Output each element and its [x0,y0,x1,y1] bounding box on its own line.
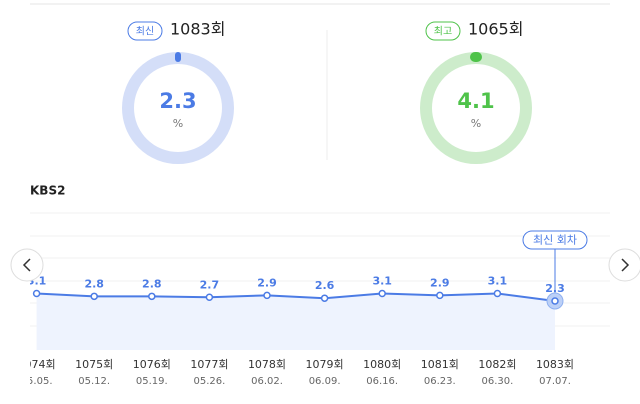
value-label: 2.3 [545,282,565,295]
x-tick-label: 1076회 [133,358,171,371]
value-label: 2.9 [257,276,277,289]
gauge-value: 4.1 [457,89,494,113]
x-date-label: 06.02. [251,376,283,387]
point [378,289,386,298]
x-date-label: 06.09. [309,376,341,387]
next-button[interactable] [608,248,640,282]
gauge-cap [470,52,482,62]
gauge-unit: % [471,117,481,130]
x-tick-label: 1079회 [306,358,344,371]
x-date-label: 05.05. [21,376,53,387]
x-date-label: 05.26. [193,376,225,387]
value-label: 2.6 [315,279,335,292]
x-tick-label: 1082회 [478,358,516,371]
point [90,292,98,301]
x-date-label: 05.12. [78,376,110,387]
x-tick-label: 1075회 [75,358,113,371]
badge: 최신 [136,26,154,38]
x-tick-label: 1083회 [536,358,574,371]
annotation-box [522,230,588,250]
point [205,293,214,301]
point [32,289,41,298]
point [263,291,271,300]
x-tick-label: 1078회 [248,358,286,371]
gauge-unit: % [173,117,183,130]
point [551,297,559,305]
point [148,292,156,301]
x-tick-label: 1080회 [363,358,401,371]
x-date-label: 07.07. [539,376,571,387]
value-label: 2.8 [142,277,162,290]
annotation: 최신 회차 [533,234,577,247]
x-date-label: 06.23. [424,376,456,387]
value-label: 3.1 [372,275,392,288]
gauge-value: 2.3 [159,89,196,113]
x-tick-label: 1077회 [190,358,228,371]
value-label: 2.8 [84,277,104,290]
point [493,289,502,298]
x-date-label: 05.19. [136,376,168,387]
value-label: 2.9 [430,276,450,289]
x-date-label: 06.16. [366,376,398,387]
badge-box [127,21,163,41]
episode: 1083회 [170,20,225,39]
channel-title: KBS2 [30,184,65,198]
gauge-cap [175,52,181,62]
value-label: 2.7 [200,278,220,291]
episode: 1065회 [468,20,523,39]
x-tick-label: 1081회 [421,358,459,371]
badge: 최고 [434,26,452,38]
value-label: 3.1 [488,275,508,288]
prev-button[interactable] [10,248,44,282]
badge-box [425,21,461,41]
point [320,294,329,302]
x-tick-label: 1074회 [18,358,56,371]
point [436,291,444,300]
x-date-label: 06.30. [481,376,513,387]
line [36,292,556,302]
area [36,293,556,350]
